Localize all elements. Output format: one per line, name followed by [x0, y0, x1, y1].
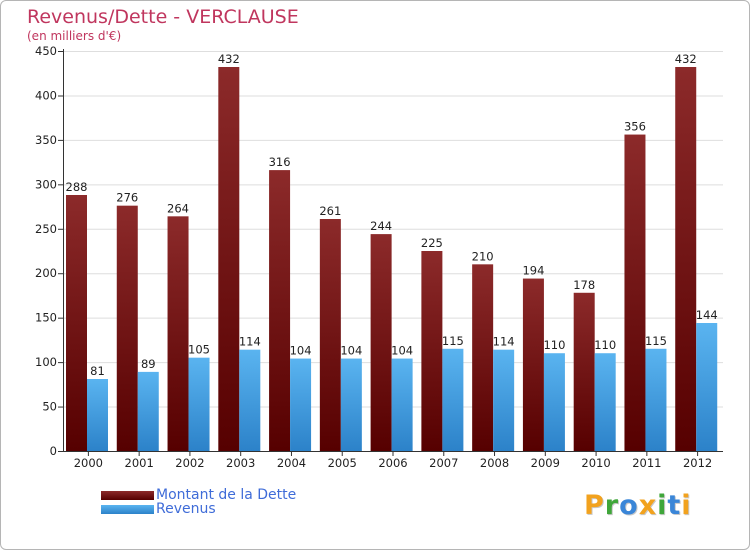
bar-debt-2000	[66, 195, 87, 451]
x-tick-label-2008: 2008	[480, 456, 509, 470]
data-label-revenue-2005: 104	[340, 344, 362, 358]
bar-debt-2008	[472, 264, 494, 451]
y-tick-label: 150	[35, 311, 57, 325]
legend-swatch-revenue	[101, 504, 154, 514]
y-tick-label: 200	[35, 266, 57, 280]
bar-debt-2010	[573, 292, 595, 451]
data-label-debt-2009: 194	[522, 264, 544, 278]
y-tick-label: 350	[35, 133, 57, 147]
data-label-revenue-2004: 104	[290, 344, 312, 358]
data-label-debt-2001: 276	[116, 191, 138, 205]
data-label-debt-2000: 288	[66, 180, 88, 194]
data-label-debt-2010: 178	[573, 278, 595, 292]
bar-revenue-2007	[442, 348, 464, 451]
legend-item-debt: Montant de la Dette	[101, 487, 297, 503]
logo-letter: o	[619, 490, 639, 521]
x-tick-label-2006: 2006	[378, 456, 407, 470]
bars	[66, 67, 718, 452]
bar-revenue-2005	[340, 358, 362, 451]
data-label-revenue-2002: 105	[188, 343, 210, 357]
x-tick-label-2007: 2007	[429, 456, 458, 470]
bar-debt-2004	[269, 170, 291, 451]
data-label-revenue-2001: 89	[141, 357, 156, 371]
x-tick-label-2001: 2001	[125, 456, 154, 470]
y-tick-label: 0	[50, 444, 57, 458]
data-label-debt-2011: 356	[624, 120, 646, 134]
y-tick-label: 100	[35, 355, 57, 369]
y-tick-label: 450	[35, 44, 57, 58]
bar-debt-2002	[167, 216, 189, 451]
bar-revenue-2010	[594, 353, 616, 451]
data-label-revenue-2009: 110	[543, 338, 565, 352]
data-label-debt-2002: 264	[167, 201, 189, 215]
bar-revenue-2009	[543, 353, 565, 451]
bar-revenue-2001	[137, 371, 159, 451]
data-label-revenue-2003: 114	[239, 335, 261, 349]
bar-revenue-2002	[188, 357, 210, 451]
bar-revenue-2000	[87, 379, 108, 451]
data-label-revenue-2007: 115	[442, 334, 464, 348]
bar-revenue-2006	[391, 358, 413, 451]
logo-letter: i	[657, 490, 668, 521]
data-label-debt-2007: 225	[421, 236, 443, 250]
legend-label-revenue: Revenus	[156, 501, 216, 517]
bar-revenue-2008	[493, 349, 515, 451]
data-labels: 288 81 276 89 264 105 432 114 316 104 261 104 244 104…	[66, 52, 718, 378]
proxiti-logo: Proxiti	[584, 490, 692, 521]
bar-revenue-2011	[645, 348, 667, 451]
bar-debt-2001	[116, 205, 138, 451]
logo-letter: t	[667, 490, 682, 521]
logo-letter: i	[681, 490, 692, 521]
logo-letter: P	[584, 490, 605, 521]
x-tick-label-2000: 2000	[74, 456, 103, 470]
y-tick-label: 50	[42, 400, 57, 414]
data-label-revenue-2006: 104	[391, 344, 413, 358]
data-label-debt-2005: 261	[319, 204, 341, 218]
logo-letter: r	[604, 490, 620, 521]
axes: 0 50 100 150 200 250 300 350 400 450 2000 2001 2002 2…	[35, 44, 723, 470]
bar-debt-2012	[675, 67, 697, 451]
data-label-debt-2004: 316	[269, 155, 291, 169]
bar-debt-2009	[522, 278, 544, 451]
data-label-revenue-2011: 115	[645, 334, 667, 348]
data-label-revenue-2010: 110	[594, 338, 616, 352]
y-tick-label: 300	[35, 177, 57, 191]
x-tick-label-2010: 2010	[581, 456, 610, 470]
x-tick-label-2012: 2012	[683, 456, 712, 470]
x-tick-label-2011: 2011	[632, 456, 661, 470]
bar-revenue-2012	[696, 323, 718, 451]
data-label-debt-2006: 244	[370, 219, 392, 233]
x-tick-label-2003: 2003	[226, 456, 255, 470]
bar-debt-2011	[624, 134, 646, 452]
bar-debt-2005	[319, 219, 341, 451]
x-tick-label-2005: 2005	[328, 456, 357, 470]
bar-revenue-2004	[290, 358, 312, 451]
y-tick-label: 400	[35, 88, 57, 102]
data-label-debt-2012: 432	[675, 52, 697, 66]
chart-subtitle: (en milliers d'€)	[27, 29, 122, 43]
legend-swatch-debt	[101, 490, 154, 500]
logo-letter: x	[638, 490, 658, 521]
data-label-debt-2008: 210	[472, 249, 494, 263]
data-label-revenue-2008: 114	[493, 335, 515, 349]
data-label-debt-2003: 432	[218, 52, 240, 66]
legend-item-revenue: Revenus	[101, 501, 216, 517]
bar-debt-2006	[370, 234, 392, 451]
x-tick-label-2004: 2004	[277, 456, 306, 470]
x-tick-label-2002: 2002	[175, 456, 204, 470]
bar-debt-2007	[421, 251, 443, 451]
y-tick-label: 250	[35, 222, 57, 236]
legend-label-debt: Montant de la Dette	[156, 487, 297, 503]
x-tick-label-2009: 2009	[531, 456, 560, 470]
data-label-revenue-2012: 144	[696, 308, 718, 322]
bar-revenue-2003	[239, 349, 261, 451]
chart-title: Revenus/Dette - VERCLAUSE	[27, 6, 299, 28]
data-label-revenue-2000: 81	[90, 364, 105, 378]
bar-debt-2003	[218, 67, 240, 451]
